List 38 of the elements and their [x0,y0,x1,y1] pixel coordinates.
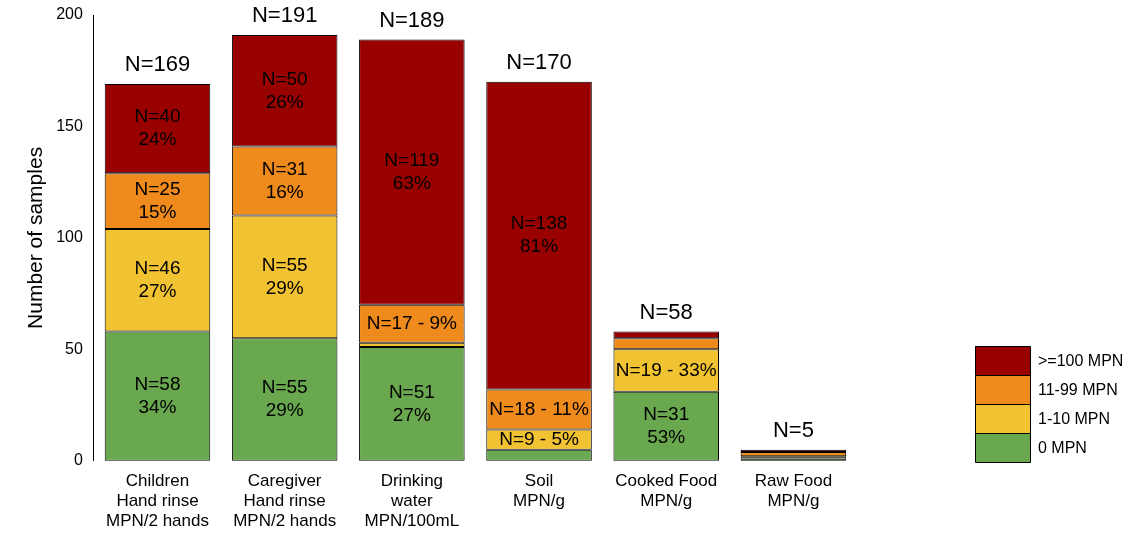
data-label: N=46 27% [134,256,181,301]
total-label: N=191 [251,2,318,28]
y-tick-label: 100 [56,228,83,246]
legend-label: 0 MPN [1038,438,1087,456]
x-tick-label: Soil MPN/g [513,470,566,511]
data-label: N=31 53% [643,402,690,447]
total-label: N=189 [379,6,445,32]
data-label: N=18 - 11% [489,397,589,419]
y-axis-title: Number of samples [23,146,47,329]
x-tick-label: Drinking water MPN/100mL [364,470,460,531]
data-label: N=119 63% [384,148,440,193]
x-tick-label: Raw Food MPN/g [754,470,833,511]
x-tick-label: Children Hand rinse MPN/2 hands [105,470,209,531]
total-label: N=5 [772,416,814,442]
data-label: N=51 27% [388,380,435,425]
y-tick-label: 50 [65,339,83,357]
data-label: N=138 81% [510,212,568,257]
data-label: N=58 34% [134,372,181,417]
data-label: N=19 - 33% [615,358,717,380]
legend-label: 1-10 MPN [1038,409,1111,427]
x-tick-label: Caregiver Hand rinse MPN/2 hands [233,470,337,531]
total-label: N=170 [506,48,572,74]
legend-label: >=100 MPN [1038,351,1124,369]
data-label: N=50 26% [261,67,308,112]
data-label: N=17 - 9% [366,311,458,333]
data-label: N=25 15% [134,177,181,222]
total-label: N=169 [124,51,191,77]
data-label: N=9 - 5% [499,427,580,449]
data-label: N=40 24% [134,105,181,150]
y-tick-label: 150 [56,116,83,134]
legend-label: 11-99 MPN [1038,380,1118,398]
data-label: N=31 16% [261,157,308,202]
data-label: N=55 29% [261,376,308,421]
total-label: N=58 [639,298,693,324]
y-tick-label: 200 [56,5,83,23]
x-tick-label: Cooked Food MPN/g [615,470,718,511]
y-tick-label: 0 [73,451,83,469]
data-label: N=55 29% [261,253,308,298]
